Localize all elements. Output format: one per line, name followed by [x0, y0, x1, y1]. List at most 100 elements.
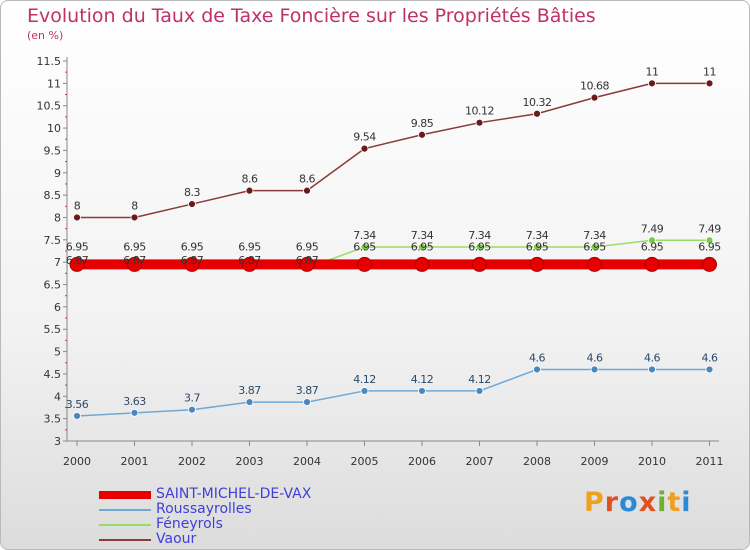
data-label-roussayrolles: 3.87 [296, 384, 319, 397]
legend-swatch-feneyrols [99, 524, 151, 526]
data-label-vaour: 11 [646, 65, 659, 78]
y-tick-label: 3 [54, 435, 61, 448]
data-label-roussayrolles: 4.6 [644, 351, 660, 364]
data-label-saint-michel-de-vax: 6.95 [238, 240, 261, 253]
logo-letter: i [657, 487, 668, 518]
data-point-saint-michel-de-vax [69, 256, 85, 272]
data-label-vaour: 10.12 [465, 105, 494, 118]
data-point-roussayrolles [188, 405, 196, 414]
data-point-roussayrolles [245, 398, 254, 407]
data-label-feneyrols: 7.34 [353, 229, 376, 242]
data-point-vaour [188, 200, 196, 208]
y-tick-label: 4.5 [44, 368, 62, 381]
data-point-roussayrolles [475, 387, 484, 395]
data-label-feneyrols: 7.34 [526, 229, 549, 242]
data-label-saint-michel-de-vax: 6.95 [353, 240, 376, 253]
x-tick-label: 2008 [523, 455, 551, 468]
data-label-vaour: 8.6 [299, 173, 315, 186]
y-tick-label: 5.5 [44, 323, 62, 336]
data-point-vaour [73, 213, 81, 222]
data-label-saint-michel-de-vax: 6.95 [698, 240, 721, 253]
data-label-vaour: 10.32 [523, 96, 552, 109]
data-point-roussayrolles [303, 398, 311, 407]
x-tick-label: 2007 [466, 455, 494, 468]
x-tick-label: 2000 [63, 455, 91, 468]
data-label-feneyrols: 7.49 [698, 222, 721, 235]
data-label-feneyrols: 7.34 [583, 229, 606, 242]
data-point-roussayrolles [648, 365, 656, 374]
chart-title: Evolution du Taux de Taxe Foncière sur l… [27, 5, 596, 27]
data-label-saint-michel-de-vax: 6.95 [296, 240, 319, 253]
legend-swatch-roussayrolles [99, 509, 151, 511]
data-label-saint-michel-de-vax: 6.95 [468, 240, 491, 253]
y-tick-label: 5 [54, 346, 61, 359]
logo-letter: P [584, 487, 605, 518]
data-point-saint-michel-de-vax [242, 256, 257, 272]
x-tick-label: 2004 [293, 455, 321, 468]
legend-label-feneyrols: Féneyrols [156, 516, 223, 532]
data-point-vaour [303, 186, 311, 195]
data-label-feneyrols: 7.49 [641, 222, 664, 235]
data-point-feneyrols [475, 243, 484, 251]
data-label-vaour: 8 [131, 199, 138, 212]
data-label-saint-michel-de-vax: 6.95 [641, 240, 664, 253]
y-unit-label: (en %) [27, 29, 64, 42]
data-point-saint-michel-de-vax [414, 256, 430, 272]
data-label-roussayrolles: 4.12 [353, 373, 376, 386]
data-point-vaour [245, 186, 254, 195]
data-point-roussayrolles [130, 408, 139, 417]
data-point-feneyrols [590, 243, 599, 251]
logo-letter: o [619, 487, 639, 518]
data-label-roussayrolles: 3.63 [123, 395, 146, 408]
data-label-feneyrols: 6.87 [238, 254, 261, 267]
data-point-roussayrolles [705, 365, 714, 374]
data-label-vaour: 8.3 [184, 186, 200, 199]
data-point-saint-michel-de-vax [357, 256, 372, 272]
data-label-vaour: 8.6 [242, 173, 258, 186]
data-label-saint-michel-de-vax: 6.95 [181, 240, 204, 253]
data-label-roussayrolles: 4.6 [529, 351, 545, 364]
data-label-roussayrolles: 3.7 [184, 392, 200, 405]
x-tick-label: 2009 [581, 455, 609, 468]
proxiti-logo: Proxiti [584, 487, 692, 518]
y-tick-label: 8 [54, 211, 61, 224]
data-point-saint-michel-de-vax [644, 256, 660, 272]
data-point-vaour [360, 144, 369, 153]
x-tick-label: 2011 [696, 455, 724, 468]
y-tick-label: 7.5 [44, 234, 62, 247]
data-point-roussayrolles [418, 387, 426, 395]
legend-label-vaour: Vaour [156, 531, 197, 547]
legend-swatch-saint-michel-de-vax [99, 491, 151, 499]
x-tick-label: 2005 [351, 455, 379, 468]
data-label-roussayrolles: 3.87 [238, 384, 261, 397]
data-label-roussayrolles: 4.12 [468, 373, 491, 386]
data-label-vaour: 10.68 [580, 80, 609, 93]
data-label-saint-michel-de-vax: 6.95 [123, 240, 146, 253]
y-tick-label: 10.5 [37, 100, 62, 113]
data-label-feneyrols: 6.87 [181, 254, 204, 267]
data-point-vaour [705, 79, 714, 88]
data-point-saint-michel-de-vax [184, 256, 200, 272]
data-point-saint-michel-de-vax [299, 256, 315, 272]
data-point-roussayrolles [533, 365, 541, 374]
y-tick-label: 7 [54, 256, 61, 269]
legend-label-saint-michel-de-vax: SAINT-MICHEL-DE-VAX [156, 486, 312, 502]
y-tick-label: 10 [47, 122, 61, 135]
data-point-feneyrols [418, 243, 426, 251]
data-point-vaour [130, 213, 139, 222]
y-tick-label: 9.5 [44, 144, 62, 157]
x-tick-label: 2001 [121, 455, 149, 468]
legend-swatch-vaour [99, 539, 151, 541]
data-label-saint-michel-de-vax: 6.95 [411, 240, 434, 253]
data-label-roussayrolles: 4.6 [587, 351, 603, 364]
data-label-feneyrols: 7.34 [468, 229, 491, 242]
data-label-feneyrols: 6.87 [66, 254, 89, 267]
y-tick-label: 11.5 [37, 55, 62, 68]
data-label-roussayrolles: 3.56 [66, 398, 89, 411]
data-label-saint-michel-de-vax: 6.95 [526, 240, 549, 253]
logo-letter: r [604, 487, 620, 518]
x-tick-label: 2003 [236, 455, 264, 468]
series-line-roussayrolles [76, 368, 710, 417]
